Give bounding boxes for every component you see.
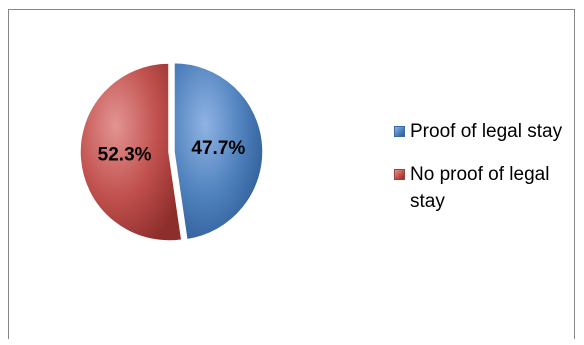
legend-entry-proof: Proof of legal stay [394,118,564,145]
data-label-no-proof: 52.3% [98,145,152,166]
pie-plot: 47.7% 52.3% [79,61,264,242]
data-label-proof: 47.7% [191,138,245,159]
legend-swatch-red-icon [394,169,405,180]
pie-slice-no-proof [79,62,183,242]
legend-swatch-blue-icon [394,126,405,137]
pie-slice-proof [173,61,264,241]
chart-area: 47.7% 52.3% Proof of legal stay No proof … [8,9,575,339]
legend-label-proof: Proof of legal stay [410,121,563,142]
legend: Proof of legal stay No proof of legal st… [394,118,564,231]
pie-slices [79,61,264,242]
legend-label-no-proof: No proof of legal stay [410,164,550,212]
pie-data-labels: 47.7% 52.3% [98,138,246,166]
legend-entry-no-proof: No proof of legal stay [394,161,564,215]
